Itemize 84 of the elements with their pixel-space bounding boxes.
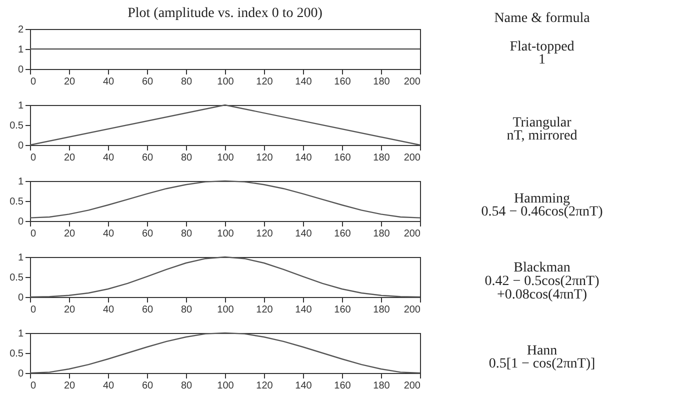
- x-tick-label: 0: [30, 228, 36, 240]
- y-tick-label: 0.5: [10, 120, 24, 132]
- x-tick-label: 40: [102, 76, 114, 88]
- x-tick-label: 200: [404, 304, 421, 316]
- x-tick-label: 180: [373, 304, 390, 316]
- x-tick-label: 80: [180, 76, 192, 88]
- x-tick-label: 140: [295, 228, 312, 240]
- x-tick-label: 20: [64, 152, 76, 164]
- y-tick-label: 0: [18, 64, 24, 76]
- x-tick-label: 80: [180, 304, 192, 316]
- line-series: [29, 180, 421, 218]
- x-tick-label: 140: [295, 76, 312, 88]
- x-tick-label: 0: [30, 380, 36, 392]
- text: Hamming: [514, 191, 570, 206]
- x-tick-label: 20: [64, 304, 76, 316]
- x-tick-label: 40: [102, 380, 114, 392]
- y-tick-label: 0.5: [10, 196, 24, 208]
- x-tick-label: 100: [217, 304, 234, 316]
- x-tick-label: 120: [256, 76, 274, 88]
- x-tick-label: 180: [373, 228, 390, 240]
- x-tick-label: 60: [142, 304, 154, 316]
- text: nT, mirrored: [506, 128, 578, 144]
- x-tick-label: 120: [256, 228, 274, 240]
- y-tick-label: 1: [18, 100, 24, 112]
- x-tick-label: 20: [64, 76, 76, 88]
- y-tick-label: 2: [18, 24, 24, 36]
- x-tick-label: 60: [142, 228, 154, 240]
- x-tick-label: 180: [373, 152, 390, 164]
- x-tick-label: 100: [217, 152, 234, 164]
- text: 0.42 − 0.5cos(2πnT): [484, 274, 600, 289]
- x-tick-label: 200: [404, 380, 421, 392]
- x-tick-label: 180: [373, 76, 390, 88]
- y-tick-label: 0.5: [10, 348, 24, 360]
- x-tick-label: 40: [102, 228, 114, 240]
- y-tick-label: 1: [18, 44, 24, 56]
- x-tick-label: 60: [142, 380, 154, 392]
- text: 0.54 − 0.46cos(2πnT): [481, 204, 604, 220]
- x-tick-label: 160: [334, 152, 352, 164]
- x-tick-label: 40: [102, 304, 114, 316]
- x-tick-label: 160: [334, 76, 352, 88]
- y-tick-label: 0: [18, 368, 24, 380]
- x-tick-label: 0: [30, 152, 36, 164]
- text: Triangular: [512, 115, 572, 130]
- y-tick-label: 0: [18, 292, 24, 304]
- x-tick-label: 60: [142, 76, 154, 88]
- text: Hann: [526, 343, 558, 358]
- y-tick-label: 0: [18, 216, 24, 228]
- text: 1: [538, 52, 546, 68]
- text: Name & formula: [494, 11, 591, 26]
- x-tick-label: 120: [256, 380, 274, 392]
- x-tick-label: 160: [334, 228, 352, 240]
- x-tick-label: 120: [256, 304, 274, 316]
- y-tick-label: 1: [18, 252, 24, 264]
- y-tick-label: 0.5: [10, 272, 24, 284]
- x-tick-label: 160: [334, 380, 352, 392]
- x-tick-label: 20: [64, 228, 76, 240]
- x-tick-label: 80: [180, 380, 192, 392]
- x-tick-label: 140: [295, 152, 312, 164]
- text: Flat-topped: [510, 39, 574, 54]
- y-tick-label: 0: [18, 140, 24, 152]
- text: Blackman: [514, 260, 570, 276]
- text: +0.08cos(4πnT): [496, 287, 588, 302]
- x-tick-label: 100: [217, 76, 234, 88]
- y-tick-label: 1: [18, 176, 24, 188]
- x-tick-label: 40: [102, 152, 114, 164]
- x-tick-label: 140: [295, 304, 312, 316]
- x-tick-label: 100: [217, 228, 234, 240]
- x-tick-label: 60: [142, 152, 154, 164]
- x-tick-label: 200: [404, 228, 421, 240]
- chart-title: Plot (amplitude vs. index 0 to 200): [128, 6, 323, 21]
- x-tick-label: 140: [295, 380, 312, 392]
- x-tick-label: 80: [180, 152, 192, 164]
- x-tick-label: 180: [373, 380, 390, 392]
- x-tick-label: 0: [30, 304, 36, 316]
- x-tick-label: 160: [334, 304, 352, 316]
- x-tick-label: 120: [256, 152, 274, 164]
- x-tick-label: 100: [217, 380, 234, 392]
- x-tick-label: 200: [404, 76, 421, 88]
- x-tick-label: 200: [404, 152, 421, 164]
- x-tick-label: 80: [180, 228, 192, 240]
- y-tick-label: 1: [18, 328, 24, 340]
- x-tick-label: 0: [30, 76, 36, 88]
- text: 0.5[1 − cos(2πnT)]: [488, 356, 596, 372]
- x-tick-label: 20: [64, 380, 76, 392]
